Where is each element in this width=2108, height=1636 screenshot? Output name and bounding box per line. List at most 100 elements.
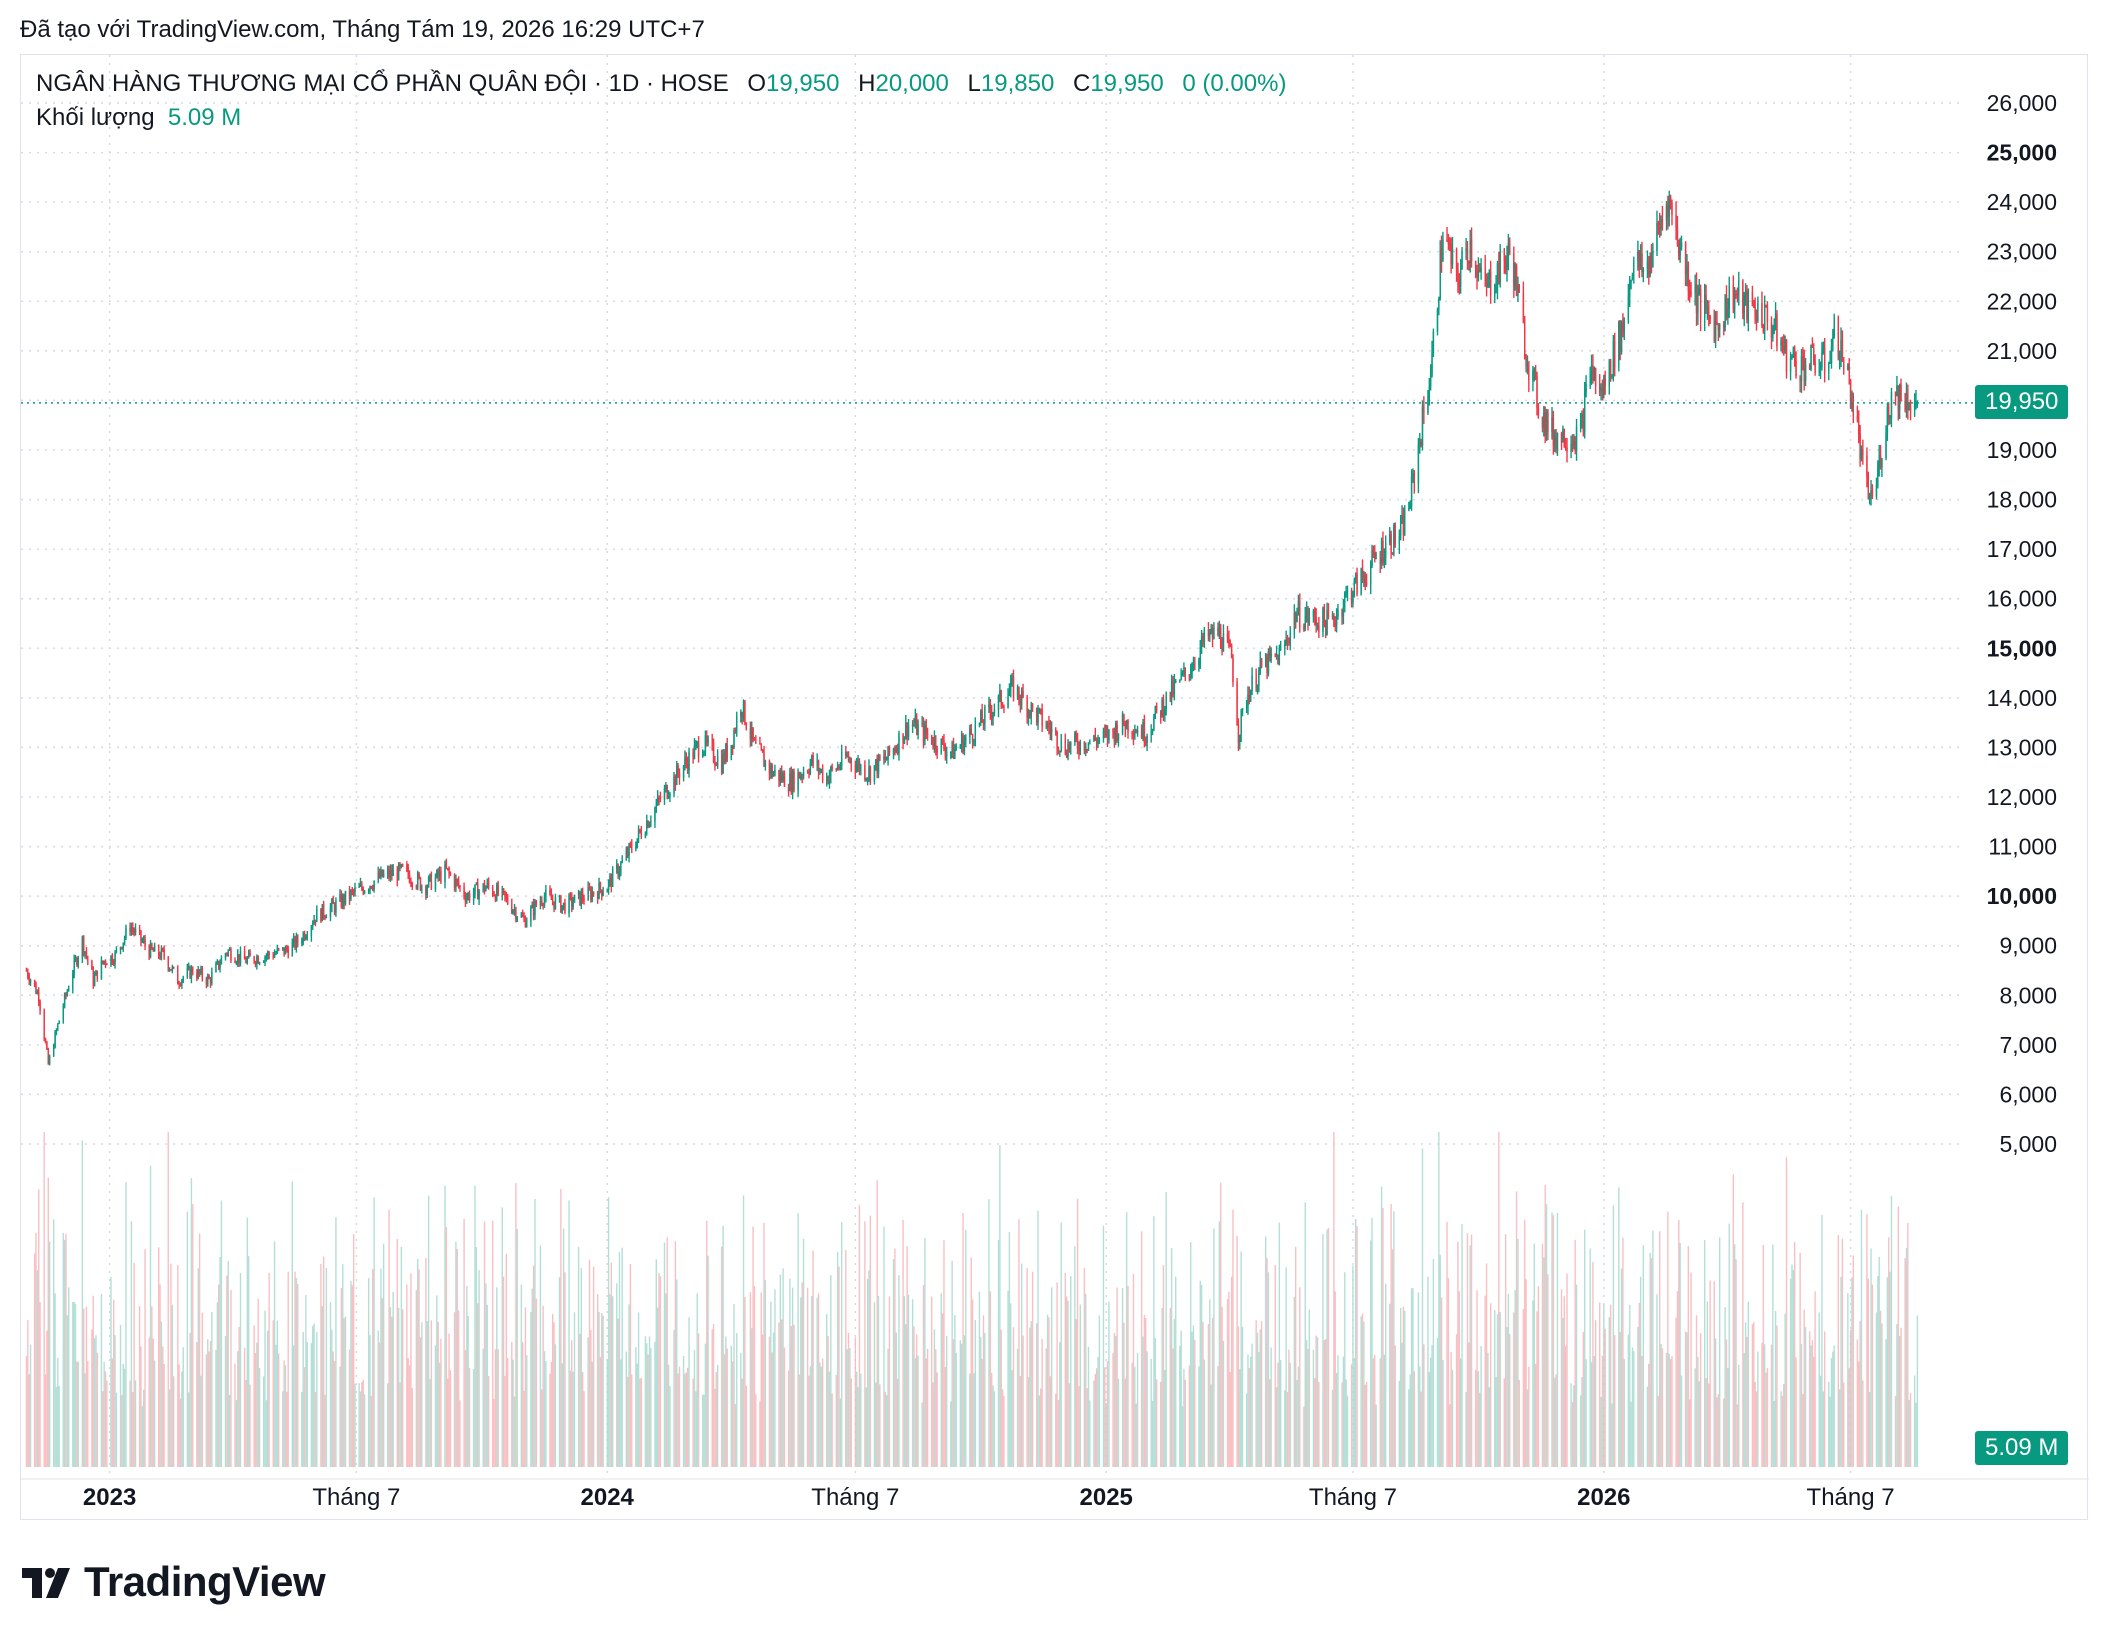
candle-body — [1429, 375, 1432, 386]
candle-body — [688, 751, 690, 771]
volume-bar — [1582, 1332, 1585, 1467]
candle-body — [504, 890, 506, 897]
candle-body — [1382, 541, 1384, 563]
candle-body — [1209, 632, 1211, 637]
volume-bar — [1684, 1331, 1687, 1467]
volume-bar — [502, 1276, 505, 1467]
candle-body — [81, 937, 84, 958]
volume-bar — [1060, 1222, 1062, 1467]
candle-body — [1093, 735, 1095, 742]
volume-bar — [980, 1337, 982, 1467]
candle-body — [321, 904, 323, 922]
volume-bar — [1094, 1373, 1096, 1467]
volume-bar — [847, 1332, 850, 1467]
volume-bar — [96, 1352, 99, 1467]
y-tick-label: 16,000 — [1987, 586, 2057, 612]
candle-body — [988, 703, 990, 708]
candle-body — [282, 947, 284, 949]
candle-body — [1676, 227, 1679, 244]
candle-body — [1142, 721, 1144, 739]
candle-body — [1018, 686, 1020, 700]
candle-body — [157, 945, 160, 956]
candle-body — [973, 741, 975, 743]
volume-bar — [391, 1316, 393, 1467]
candle-body — [438, 871, 441, 877]
volume-bar — [1297, 1366, 1300, 1467]
volume-bar — [1421, 1148, 1424, 1467]
volume-bar — [1599, 1302, 1601, 1467]
volume-bar — [616, 1283, 618, 1467]
candle-body — [534, 901, 536, 916]
volume-bar — [1326, 1229, 1328, 1467]
tradingview-logo[interactable]: TradingView — [22, 1558, 326, 1606]
volume-bar — [905, 1324, 907, 1467]
candle-body — [1277, 654, 1279, 665]
candlestick-chart[interactable]: 5,0006,0007,0008,0009,00010,00011,00012,… — [21, 55, 2089, 1521]
volume-bar — [1312, 1349, 1315, 1467]
candle-body — [292, 937, 295, 943]
volume-bar — [1016, 1348, 1019, 1467]
volume-bar — [1105, 1403, 1107, 1467]
volume-bar — [421, 1322, 423, 1467]
candle-body — [816, 760, 818, 766]
volume-bar — [196, 1342, 198, 1467]
candle-body — [695, 742, 697, 746]
candle-body — [648, 823, 651, 828]
candle-body — [1218, 626, 1221, 636]
volume-bar — [1055, 1393, 1057, 1467]
candle-body — [801, 775, 803, 777]
volume-bar — [1427, 1276, 1429, 1467]
volume-bar — [856, 1371, 858, 1467]
volume-bar — [865, 1387, 867, 1467]
candle-body — [971, 734, 974, 743]
candle-body — [1860, 449, 1863, 460]
volume-bar — [361, 1381, 363, 1467]
volume-bar — [1856, 1339, 1859, 1467]
candle-body — [1890, 391, 1893, 419]
candle-body — [1012, 677, 1015, 698]
candle-body — [1513, 252, 1515, 288]
volume-bar — [971, 1299, 974, 1467]
volume-bar — [1480, 1346, 1482, 1467]
candle-body — [663, 788, 666, 800]
volume-bar — [407, 1357, 409, 1467]
candle-body — [764, 760, 767, 767]
candle-body — [1908, 408, 1910, 410]
candle-body — [444, 864, 446, 883]
volume-bar — [1218, 1221, 1221, 1467]
volume-bar — [1079, 1304, 1081, 1467]
volume-bar — [1879, 1310, 1882, 1467]
candle-body — [696, 742, 698, 744]
volume-bar — [1150, 1358, 1152, 1467]
candle-body — [760, 744, 762, 750]
volume-bar — [1314, 1378, 1316, 1467]
candle-body — [808, 772, 810, 774]
candle-body — [35, 984, 37, 994]
volume-bar — [399, 1382, 401, 1467]
candle-body — [1132, 734, 1135, 738]
volume-bar — [1552, 1215, 1555, 1467]
candle-body — [381, 869, 383, 877]
candle-body — [1800, 356, 1803, 382]
volume-bar — [1570, 1383, 1572, 1467]
candle-body — [1112, 729, 1114, 732]
volume-bar — [493, 1399, 495, 1467]
volume-bar — [667, 1364, 670, 1467]
volume-bar — [1438, 1132, 1440, 1467]
candle-body — [1410, 476, 1413, 506]
volume-bar — [697, 1333, 700, 1467]
candle-body — [1041, 709, 1043, 727]
candle-body — [1322, 607, 1324, 633]
candle-body — [1335, 616, 1338, 626]
candle-body — [907, 725, 910, 738]
candle-body — [771, 765, 773, 777]
volume-bar — [1544, 1185, 1546, 1467]
volume-bar — [1507, 1294, 1510, 1467]
volume-bar — [1590, 1362, 1593, 1467]
candle-body — [305, 937, 307, 940]
volume-bar — [1459, 1358, 1462, 1467]
volume-bar — [1875, 1312, 1878, 1467]
volume-bar — [1667, 1211, 1669, 1467]
candle-body — [47, 1049, 49, 1065]
chart-frame[interactable]: 5,000 6,000 7,000 8,000 9,000 10,000 11,000 12,… — [20, 54, 2089, 1521]
